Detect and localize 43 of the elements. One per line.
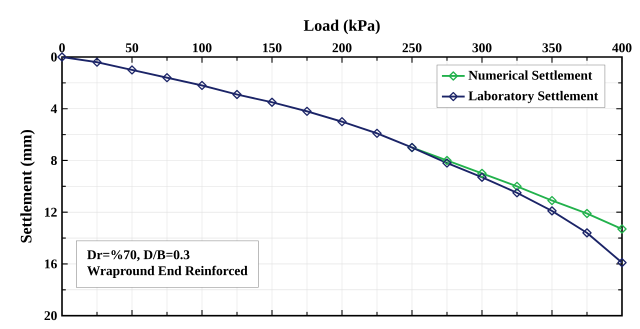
point xyxy=(442,156,452,166)
point xyxy=(617,224,627,234)
x-tick-label: 250 xyxy=(402,43,422,52)
point xyxy=(267,98,277,108)
point xyxy=(477,172,487,182)
y-tick-label: 0 xyxy=(51,52,57,62)
y-tick-label: 20 xyxy=(44,311,57,320)
point xyxy=(57,52,67,62)
x-tick-label: 150 xyxy=(263,43,282,52)
point xyxy=(162,73,172,83)
y-tick-label: 8 xyxy=(51,156,57,166)
point xyxy=(547,196,557,206)
point xyxy=(582,208,592,218)
x-axis-title: Load (kPa) xyxy=(304,20,380,34)
legend-label: Numerical Settlement xyxy=(468,70,592,80)
point xyxy=(127,65,137,75)
point xyxy=(302,106,312,116)
point xyxy=(92,58,102,68)
point xyxy=(582,228,592,238)
point xyxy=(442,158,452,168)
point xyxy=(372,128,382,138)
point xyxy=(197,80,207,90)
point xyxy=(232,90,242,100)
x-tick-label: 100 xyxy=(193,43,212,52)
point xyxy=(477,168,487,178)
y-tick-label: 12 xyxy=(45,208,57,217)
annotation: Wrapround End Reinforced xyxy=(87,266,248,278)
x-tick-label: 50 xyxy=(126,43,138,52)
annotation: Dr=%70, D/B=0.3 xyxy=(87,250,190,262)
x-tick-label: 0 xyxy=(59,43,65,52)
x-tick-label: 300 xyxy=(472,43,492,52)
point xyxy=(337,117,347,127)
y-tick-label: 4 xyxy=(50,104,58,114)
point xyxy=(512,182,522,192)
point xyxy=(617,258,627,268)
x-tick-label: 200 xyxy=(332,43,352,52)
legend-label: Laboratory Settlement xyxy=(468,91,598,104)
point xyxy=(512,188,522,198)
x-tick-label: 400 xyxy=(612,43,632,52)
y-tick-label: 16 xyxy=(45,260,57,269)
x-tick-label: 350 xyxy=(542,43,562,52)
y-axis-title: Settlement (mm) xyxy=(20,130,35,243)
point xyxy=(547,206,557,216)
